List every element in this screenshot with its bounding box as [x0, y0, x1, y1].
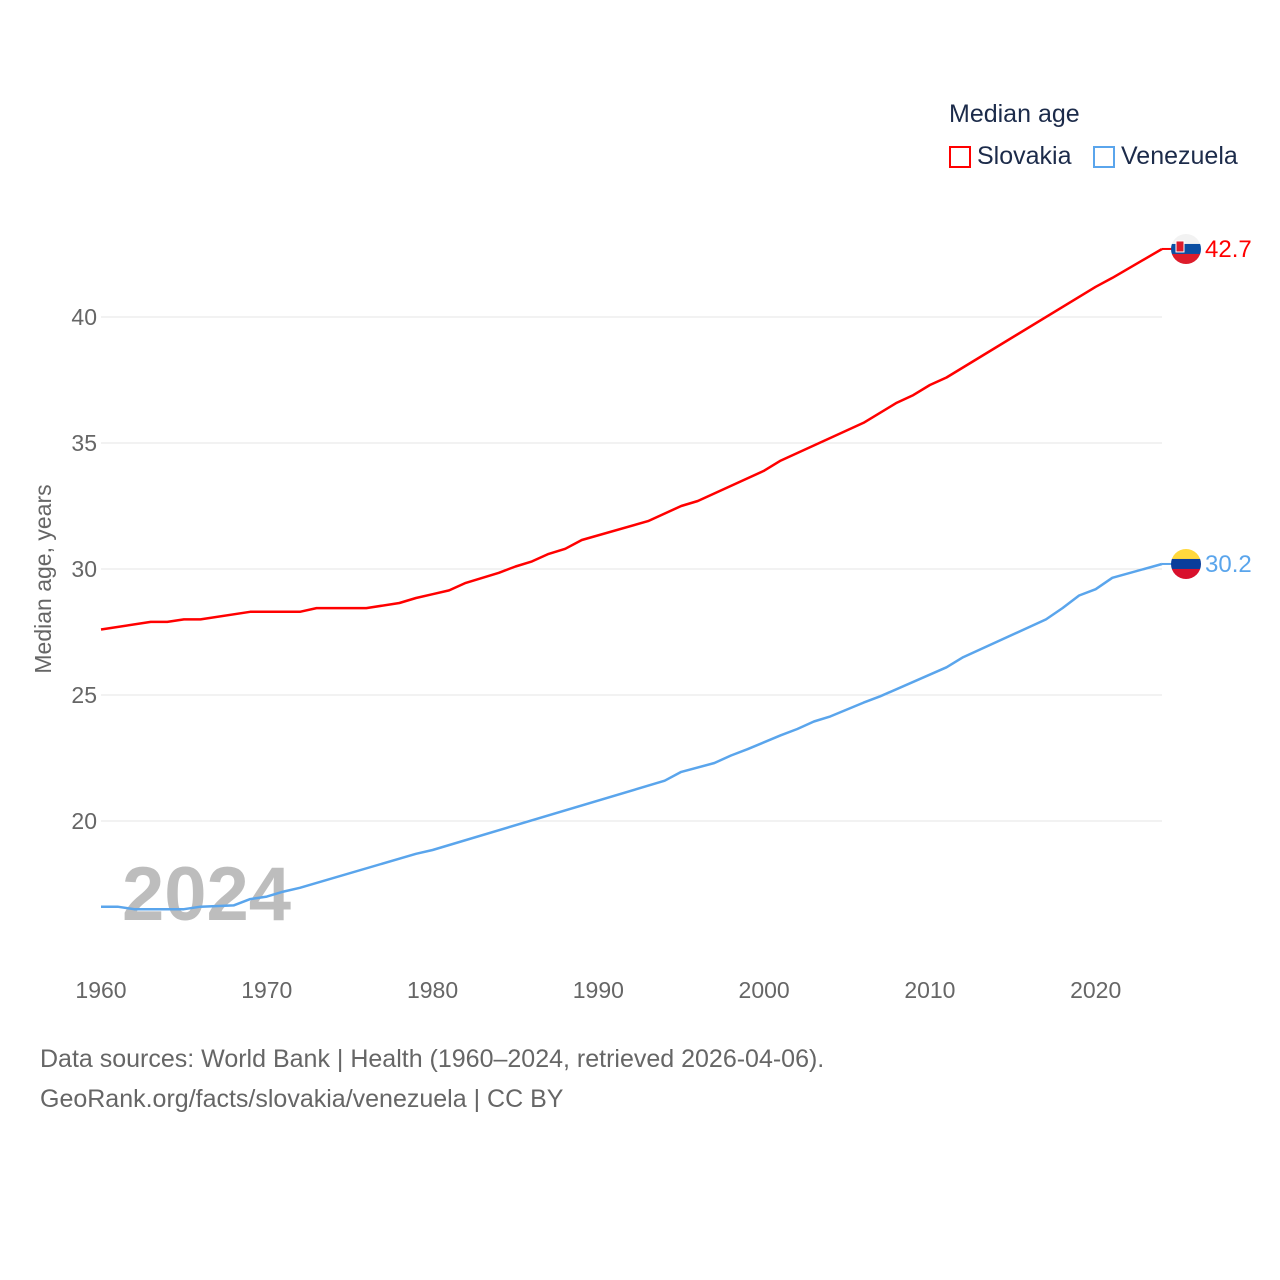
- legend-swatch: [949, 145, 971, 168]
- y-tick-label: 35: [71, 430, 97, 456]
- y-tick-label: 30: [71, 556, 97, 582]
- legend-title: Median age: [949, 100, 1080, 128]
- x-tick-label: 1980: [407, 977, 458, 1003]
- legend-label: Venezuela: [1121, 142, 1238, 170]
- end-value-label: 42.7: [1205, 236, 1252, 263]
- x-tick-label: 1970: [241, 977, 292, 1003]
- slovakia-flag-icon: [1171, 233, 1201, 264]
- y-tick-label: 25: [71, 682, 97, 708]
- x-tick-label: 1990: [573, 977, 624, 1003]
- y-tick-label: 40: [71, 304, 97, 330]
- x-tick-label: 1960: [75, 977, 126, 1003]
- y-axis-title: Median age, years: [30, 484, 56, 673]
- x-tick-label: 2020: [1070, 977, 1121, 1003]
- legend-swatch: [1093, 145, 1115, 168]
- year-watermark: 2024: [122, 852, 291, 937]
- x-tick-label: 2000: [739, 977, 790, 1003]
- legend-item-venezuela[interactable]: Venezuela: [1093, 142, 1238, 171]
- series-line-venezuela: [101, 562, 1163, 911]
- series-line-slovakia: [100, 247, 1163, 631]
- source-link[interactable]: GeoRank.org/facts/slovakia/venezuela | C…: [40, 1085, 564, 1113]
- venezuela-flag-icon: [1171, 548, 1201, 579]
- source-note: Data sources: World Bank | Health (1960–…: [40, 1045, 825, 1073]
- legend-label: Slovakia: [977, 142, 1072, 170]
- legend-item-slovakia[interactable]: Slovakia: [949, 142, 1072, 171]
- end-value-label: 30.2: [1205, 551, 1252, 578]
- y-tick-label: 20: [71, 808, 97, 834]
- x-tick-label: 2010: [904, 977, 955, 1003]
